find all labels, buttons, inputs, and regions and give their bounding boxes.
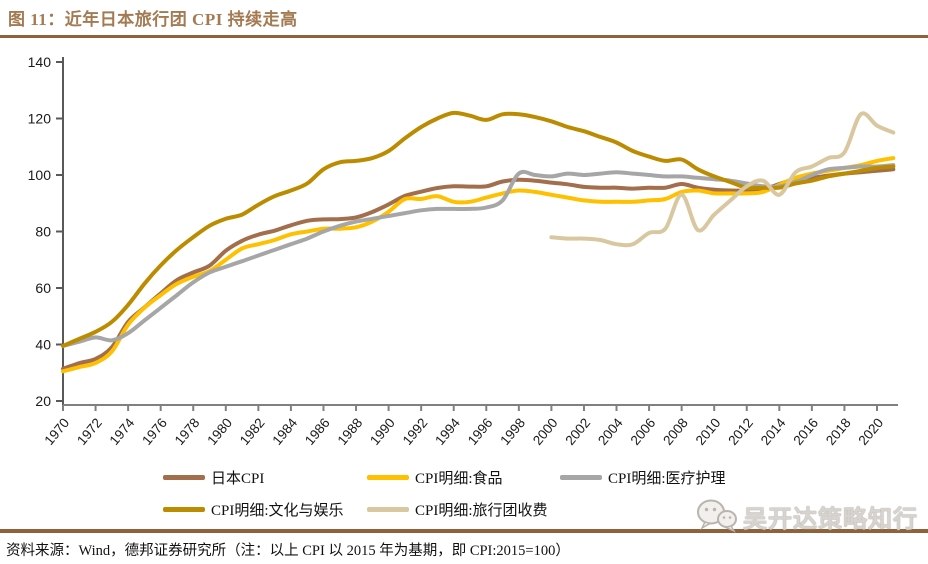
legend-label-cpi-food: CPI明细:食品 <box>415 470 503 487</box>
x-tick-label: 2010 <box>693 415 724 448</box>
y-tick-label: 60 <box>35 280 51 296</box>
y-tick-label: 100 <box>28 167 52 183</box>
legend-label-cpi-culture: CPI明细:文化与娱乐 <box>211 502 344 519</box>
x-tick-label: 1980 <box>204 415 235 448</box>
legend-item-cpi-food: CPI明细:食品 <box>367 468 503 487</box>
x-tick-label: 2008 <box>660 415 691 448</box>
x-tick-label: 1972 <box>74 415 105 448</box>
x-tick-label: 2014 <box>758 415 789 448</box>
x-tick-label: 1982 <box>237 415 268 448</box>
watermark: 吴开达策略知行 <box>695 497 918 535</box>
legend-label-cpi-travel: CPI明细:旅行团收费 <box>415 502 548 519</box>
x-tick-label: 2012 <box>725 415 756 448</box>
series-line-cpi-food <box>61 156 896 374</box>
x-tick-label: 1978 <box>172 415 203 448</box>
series-line-cpi-medical <box>61 163 896 348</box>
x-tick-label: 1998 <box>497 415 528 448</box>
legend-swatch-cpi-travel <box>367 506 409 512</box>
legend-swatch-japan-cpi <box>163 474 205 480</box>
legend-swatch-cpi-food <box>367 474 409 480</box>
legend-swatch-cpi-culture <box>163 506 205 512</box>
x-tick-label: 2000 <box>530 415 561 448</box>
x-tick-label: 1992 <box>400 415 431 448</box>
legend-item-cpi-culture: CPI明细:文化与娱乐 <box>163 500 344 519</box>
x-tick-label: 1984 <box>269 415 300 448</box>
series-line-cpi-travel <box>549 111 896 248</box>
source-note: 资料来源：Wind，德邦证券研究所（注：以上 CPI 以 2015 年为基期，即… <box>6 543 570 559</box>
watermark-text: 吴开达策略知行 <box>743 506 918 533</box>
y-tick-label: 20 <box>35 393 51 409</box>
figure-title: 图 11：近年日本旅行团 CPI 持续走高 <box>8 10 298 29</box>
wechat-logo-icon <box>697 499 737 533</box>
footer-divider <box>0 529 928 533</box>
x-tick-label: 2020 <box>855 415 886 448</box>
x-tick-label: 1976 <box>139 415 170 448</box>
x-tick-label: 2002 <box>562 415 593 448</box>
legend-item-japan-cpi: 日本CPI <box>163 468 265 487</box>
x-tick-label: 2006 <box>628 415 659 448</box>
x-tick-label: 1994 <box>432 415 463 448</box>
legend-swatch-cpi-medical <box>560 474 602 480</box>
x-tick-label: 2016 <box>790 415 821 448</box>
y-tick-label: 140 <box>28 54 52 70</box>
y-tick-label: 40 <box>35 337 51 353</box>
y-tick-label: 120 <box>28 111 52 127</box>
y-tick-label: 80 <box>35 224 51 240</box>
series-line-japan-cpi <box>61 167 896 371</box>
x-tick-label: 1988 <box>335 415 366 448</box>
x-tick-label: 1990 <box>367 415 398 448</box>
legend-item-cpi-medical: CPI明细:医疗护理 <box>560 468 726 487</box>
x-tick-label: 1970 <box>41 415 72 448</box>
x-tick-label: 1974 <box>107 415 138 448</box>
x-tick-label: 1996 <box>465 415 496 448</box>
title-divider <box>0 35 928 38</box>
legend-item-cpi-travel: CPI明细:旅行团收费 <box>367 500 548 519</box>
legend-label-cpi-medical: CPI明细:医疗护理 <box>608 470 726 487</box>
x-tick-label: 2018 <box>823 415 854 448</box>
series-line-cpi-culture <box>61 110 896 348</box>
x-tick-label: 1986 <box>302 415 333 448</box>
x-tick-label: 2004 <box>595 415 626 448</box>
legend-label-japan-cpi: 日本CPI <box>211 470 265 487</box>
